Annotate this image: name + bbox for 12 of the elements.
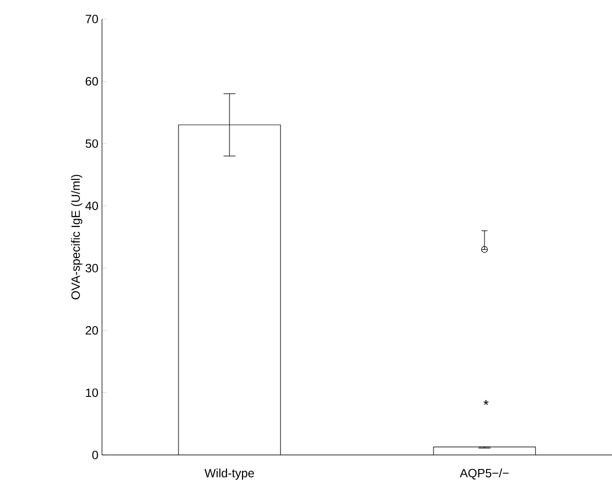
y-tick-label: 0 [92,450,98,460]
y-tick-label: 40 [85,202,98,210]
y-tick-label: 70 [86,14,98,24]
y-tick-label: 10 [86,388,98,397]
y-tick-label: 60 [86,77,98,86]
x-tick-label: Wild-type [204,468,254,480]
y-tick-label: 50 [86,139,98,148]
y-tick-label: 30 [86,264,98,272]
x-tick-label: AQP5−/− [460,468,509,480]
y-tick-label: 20 [86,326,98,335]
y-axis-title: OVA-specific IgE (U/ml) [71,174,82,300]
annotation: * [484,400,489,405]
